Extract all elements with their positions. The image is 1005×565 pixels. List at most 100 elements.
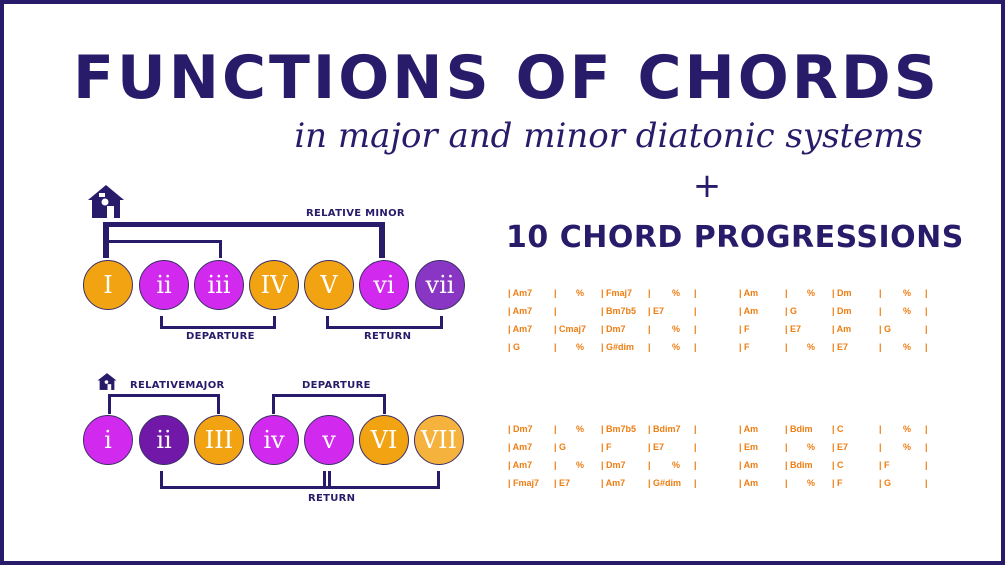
chord-cell: % — [903, 424, 912, 434]
chord-cell: | — [648, 460, 651, 470]
chord-cell: | — [648, 288, 651, 298]
chord-cell: | E7 — [785, 324, 802, 334]
chord-cell: | — [925, 288, 928, 298]
departure-bracket-left — [160, 316, 163, 329]
minor-chord-iv: iv — [249, 415, 299, 465]
major-chord-V: V — [304, 260, 354, 310]
chord-cell: | — [694, 478, 697, 488]
chord-cell: | — [648, 342, 651, 352]
major-chord-ii: ii — [139, 260, 189, 310]
chord-cell: | Dm — [832, 288, 852, 298]
relative-bracket-top — [108, 394, 220, 397]
chord-cell: % — [903, 306, 912, 316]
chord-cell: | Am7 — [508, 306, 533, 316]
chord-cell: | — [554, 342, 557, 352]
chord-cell: | G — [785, 306, 798, 316]
chord-cell: | — [879, 342, 882, 352]
return-bracket-bottom — [160, 486, 440, 489]
chord-cell: | Am — [739, 478, 759, 488]
return-bracket-left — [326, 316, 329, 329]
major-chord-vii: vii — [415, 260, 465, 310]
chord-cell: | Am — [832, 324, 852, 334]
chord-cell: | G — [879, 478, 892, 488]
chord-cell: % — [672, 288, 681, 298]
chord-cell: | — [785, 342, 788, 352]
chord-cell: | Bm7b5 — [601, 306, 637, 316]
chord-cell: % — [672, 324, 681, 334]
bracket-relative-right — [379, 222, 385, 258]
return-label: RETURN — [364, 331, 412, 342]
chord-cell: | — [694, 424, 697, 434]
return-bracket-bottom — [326, 326, 443, 329]
chord-cell: | Am7 — [508, 324, 533, 334]
chord-cell: | — [785, 442, 788, 452]
chord-cell: | Dm7 — [601, 460, 626, 470]
departure-label: DEPARTURE — [302, 380, 371, 391]
chord-cell: % — [903, 442, 912, 452]
major-chord-IV: IV — [249, 260, 299, 310]
chord-cell: | Am — [739, 424, 759, 434]
chord-cell: | C — [832, 424, 844, 434]
chord-cell: | — [694, 442, 697, 452]
bracket-relative-left — [103, 222, 109, 258]
chord-cell: % — [672, 460, 681, 470]
chord-cell: | — [694, 306, 697, 316]
chord-cell: | Dm7 — [508, 424, 533, 434]
minor-chord-VI: VI — [359, 415, 409, 465]
chord-cell: | — [879, 442, 882, 452]
chord-cell: % — [576, 424, 585, 434]
chord-cell: | — [925, 424, 928, 434]
chord-cell: | E7 — [832, 342, 849, 352]
chord-cell: | — [554, 306, 557, 316]
chord-cell: | Fmaj7 — [508, 478, 540, 488]
plus-sign: + — [692, 166, 722, 206]
relative-bracket-right — [217, 394, 220, 414]
departure-bracket-bottom — [160, 326, 276, 329]
chord-cell: | Dm — [832, 306, 852, 316]
return-label: RETURN — [308, 493, 356, 504]
minor-chord-III: III — [194, 415, 244, 465]
return-bracket-left — [160, 471, 163, 489]
chord-cell: | Bm7b5 — [601, 424, 637, 434]
chord-cell: | — [879, 424, 882, 434]
departure-bracket-top — [272, 394, 386, 397]
chord-cell: % — [903, 288, 912, 298]
chord-cell: | G — [508, 342, 521, 352]
page-title: FUNCTIONS OF CHORDS — [73, 43, 940, 113]
chord-cell: | Am7 — [601, 478, 626, 488]
chord-cell: | — [554, 460, 557, 470]
chord-cell: | F — [832, 478, 843, 488]
major-chord-I: I — [83, 260, 133, 310]
chord-cell: | Em — [739, 442, 759, 452]
major-chord-vi: vi — [359, 260, 409, 310]
chord-cell: | — [925, 342, 928, 352]
chord-cell: | — [925, 478, 928, 488]
chord-cell: % — [807, 288, 816, 298]
progressions-title: 10 CHORD PROGRESSIONS — [506, 220, 964, 255]
chord-cell: | E7 — [554, 478, 571, 488]
minor-chord-i: i — [83, 415, 133, 465]
chord-cell: % — [576, 288, 585, 298]
minor-chord-ii: ii — [139, 415, 189, 465]
departure-bracket-left — [272, 394, 275, 414]
bracket-relative-top — [103, 222, 385, 227]
chord-cell: | Am — [739, 306, 759, 316]
house-icon — [88, 185, 124, 218]
chord-cell: | — [694, 460, 697, 470]
chord-cell: | Am — [739, 460, 759, 470]
relative-bracket-left — [108, 394, 111, 414]
chord-cell: % — [576, 460, 585, 470]
chord-cell: % — [807, 342, 816, 352]
chord-cell: | — [879, 306, 882, 316]
chord-cell: | E7 — [648, 442, 665, 452]
return-bracket-mid-a — [323, 471, 326, 489]
chord-cell: | F — [879, 460, 890, 470]
chord-cell: % — [807, 442, 816, 452]
chord-cell: % — [807, 478, 816, 488]
return-bracket-right — [437, 471, 440, 489]
chord-cell: | F — [739, 324, 750, 334]
departure-bracket-right — [273, 316, 276, 329]
chord-cell: | Bdim — [785, 424, 813, 434]
bracket-iii-right — [219, 240, 222, 258]
minor-chord-v: v — [304, 415, 354, 465]
